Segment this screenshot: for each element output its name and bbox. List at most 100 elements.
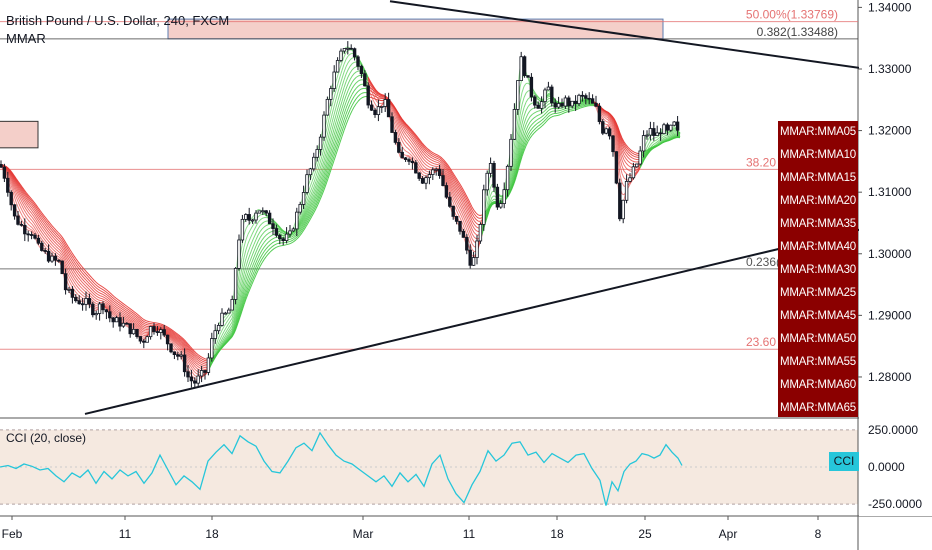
ribbon-segment [93,290,97,294]
ribbon-segment [243,239,247,248]
ribbon-segment [65,266,69,272]
ribbon-segment [143,328,147,330]
ribbon-segment [453,189,457,195]
ribbon-segment [515,151,519,163]
ribbon-segment [243,273,247,282]
candle-body [342,48,347,52]
ribbon-segment [391,104,395,108]
ribbon-segment [643,153,647,157]
ribbon-segment [669,136,673,139]
ribbon-segment [413,133,417,137]
ribbon-segment [271,241,275,244]
ribbon-segment [649,146,653,149]
ribbon-segment [517,102,521,119]
ribbon-segment [667,133,671,136]
ribbon-segment [301,225,305,229]
ribbon-segment [341,114,345,121]
ribbon-segment [83,274,87,278]
ribbon-segment [401,122,405,127]
ribbon-segment [529,114,533,118]
ribbon-segment [407,140,411,144]
ribbon-segment [9,169,13,173]
ribbon-segment [349,94,353,99]
ribbon-segment [203,363,207,365]
ribbon-segment [215,347,219,354]
ribbon-segment [319,191,323,197]
ribbon-segment [113,302,117,306]
ribbon-segment [359,60,363,65]
candle-body [301,192,306,205]
ribbon-segment [445,169,449,174]
ribbon-segment [351,79,355,83]
ribbon-segment [187,358,191,363]
ribbon-segment [29,218,33,221]
ribbon-segment [521,135,525,143]
ribbon-segment [337,107,341,116]
ribbon-segment [449,189,453,196]
ribbon-segment [421,173,425,176]
ribbon-segment [201,364,205,366]
ribbon-segment [529,108,533,112]
candle-body [675,121,680,131]
ribbon-segment [663,140,667,143]
ribbon-segment [239,294,243,304]
ribbon-segment [345,55,349,60]
ribbon-segment [309,215,313,220]
ribbon-segment [627,169,631,172]
ribbon-segment [193,350,197,354]
ribbon-segment [447,166,451,171]
ribbon-segment [263,252,267,257]
ribbon-segment [85,288,89,292]
ribbon-segment [525,125,529,131]
ribbon-segment [227,331,231,335]
candle-body [556,103,561,108]
ribbon-segment [13,180,17,185]
ribbon-segment [173,334,177,338]
ribbon-segment [19,184,23,189]
candle-body [288,230,292,235]
ribbon-segment [273,247,277,250]
ribbon-segment [125,319,129,322]
ribbon-segment [535,95,539,100]
ribbon-segment [345,102,349,109]
ribbon-segment [457,200,461,206]
ribbon-segment [631,152,635,155]
ribbon-segment [361,96,365,99]
ribbon-segment [39,229,43,233]
ribbon-segment [161,326,165,329]
ribbon-segment [407,148,411,151]
candle-body [278,234,282,240]
ribbon-segment [543,118,547,122]
ribbon-segment [69,252,73,256]
ribbon-segment [489,203,493,207]
cci-line [0,431,683,506]
ribbon-segment [245,243,249,250]
ribbon-segment [621,154,625,161]
candle-body [376,106,381,116]
candle-body [9,191,13,206]
ribbon-segment [21,187,25,192]
ribbon-segment [663,135,667,137]
ribbon-segment [79,272,83,276]
ribbon-segment [279,229,283,232]
ribbon-segment [601,108,605,111]
ribbon-segment [69,249,73,254]
candle-body [57,259,61,262]
ribbon-segment [259,228,263,233]
ribbon-segment [491,202,495,205]
ribbon-segment [521,140,525,148]
ribbon-segment [69,271,73,276]
ribbon-segment [107,292,111,296]
ribbon-segment [521,107,525,116]
ribbon-segment [261,259,265,264]
ribbon-segment [427,168,431,171]
ribbon-segment [433,156,437,159]
ribbon-segment [455,193,459,198]
ribbon-segment [181,337,185,340]
ribbon-segment [299,222,303,227]
ribbon-segment [373,87,377,91]
ribbon-segment [233,328,237,334]
ribbon-segment [19,205,23,211]
ribbon-segment [227,333,231,337]
ribbon-segment [253,232,257,238]
